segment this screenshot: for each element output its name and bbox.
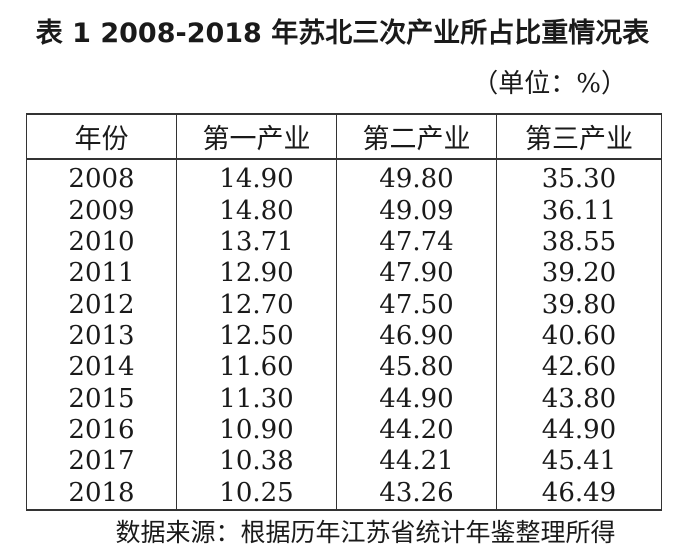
- cell-year: 2012: [26, 289, 177, 321]
- cell-year: 2011: [26, 258, 177, 290]
- cell-secondary: 49.80: [336, 159, 497, 196]
- cell-secondary: 43.26: [336, 477, 497, 511]
- cell-primary: 10.38: [176, 446, 337, 478]
- table-row: 2014 11.60 45.80 42.60: [26, 352, 662, 384]
- cell-primary: 14.90: [176, 159, 337, 196]
- table-row: 2009 14.80 49.09 36.11: [26, 195, 662, 227]
- data-table: 年份 第一产业 第二产业 第三产业 2008 14.90 49.80 35.30 200…: [26, 113, 662, 511]
- cell-secondary: 44.21: [336, 446, 497, 478]
- cell-secondary: 47.74: [336, 226, 497, 259]
- cell-tertiary: 38.55: [496, 226, 662, 259]
- table-header-row: 年份 第一产业 第二产业 第三产业: [26, 113, 662, 160]
- cell-year: 2018: [26, 477, 177, 511]
- table-body: 2008 14.90 49.80 35.30 2009 14.80 49.09 36.11 20…: [26, 159, 662, 511]
- cell-tertiary: 39.80: [496, 289, 662, 321]
- cell-tertiary: 35.30: [496, 159, 662, 196]
- cell-primary: 12.90: [176, 258, 337, 290]
- cell-primary: 14.80: [176, 195, 337, 227]
- cell-tertiary: 43.80: [496, 383, 662, 415]
- cell-secondary: 44.20: [336, 414, 497, 447]
- data-source-note: 数据来源：根据历年江苏省统计年鉴整理所得: [115, 518, 616, 547]
- cell-primary: 12.50: [176, 320, 337, 353]
- table-row: 2015 11.30 44.90 43.80: [26, 383, 662, 415]
- cell-year: 2008: [26, 159, 177, 196]
- cell-secondary: 47.90: [336, 258, 497, 290]
- cell-tertiary: 42.60: [496, 352, 662, 384]
- cell-year: 2010: [26, 226, 177, 259]
- header-primary-industry: 第一产业: [176, 113, 337, 160]
- cell-tertiary: 44.90: [496, 414, 662, 447]
- cell-secondary: 47.50: [336, 289, 497, 321]
- cell-year: 2016: [26, 414, 177, 447]
- header-secondary-industry: 第二产业: [336, 113, 497, 160]
- cell-primary: 11.60: [176, 352, 337, 384]
- table-row: 2016 10.90 44.20 44.90: [26, 414, 662, 447]
- cell-primary: 11.30: [176, 383, 337, 415]
- cell-tertiary: 39.20: [496, 258, 662, 290]
- cell-primary: 10.25: [176, 477, 337, 511]
- header-tertiary-industry: 第三产业: [496, 113, 662, 160]
- unit-label: （单位：%）: [472, 69, 627, 99]
- cell-tertiary: 40.60: [496, 320, 662, 353]
- cell-year: 2014: [26, 352, 177, 384]
- cell-tertiary: 46.49: [496, 477, 662, 511]
- cell-secondary: 49.09: [336, 195, 497, 227]
- cell-primary: 10.90: [176, 414, 337, 447]
- header-year: 年份: [26, 113, 177, 160]
- table-row: 2018 10.25 43.26 46.49: [26, 477, 662, 511]
- cell-secondary: 46.90: [336, 320, 497, 353]
- table-row: 2017 10.38 44.21 45.41: [26, 446, 662, 478]
- cell-year: 2013: [26, 320, 177, 353]
- table-row: 2011 12.90 47.90 39.20: [26, 258, 662, 290]
- table-title: 表 1 2008-2018 年苏北三次产业所占比重情况表: [35, 18, 650, 49]
- cell-secondary: 44.90: [336, 383, 497, 415]
- cell-tertiary: 36.11: [496, 195, 662, 227]
- table-row: 2010 13.71 47.74 38.55: [26, 226, 662, 259]
- cell-primary: 13.71: [176, 226, 337, 259]
- table-row: 2012 12.70 47.50 39.80: [26, 289, 662, 321]
- table-row: 2013 12.50 46.90 40.60: [26, 320, 662, 353]
- cell-year: 2017: [26, 446, 177, 478]
- cell-primary: 12.70: [176, 289, 337, 321]
- table-row: 2008 14.90 49.80 35.30: [26, 159, 662, 196]
- cell-tertiary: 45.41: [496, 446, 662, 478]
- cell-year: 2015: [26, 383, 177, 415]
- cell-year: 2009: [26, 195, 177, 227]
- cell-secondary: 45.80: [336, 352, 497, 384]
